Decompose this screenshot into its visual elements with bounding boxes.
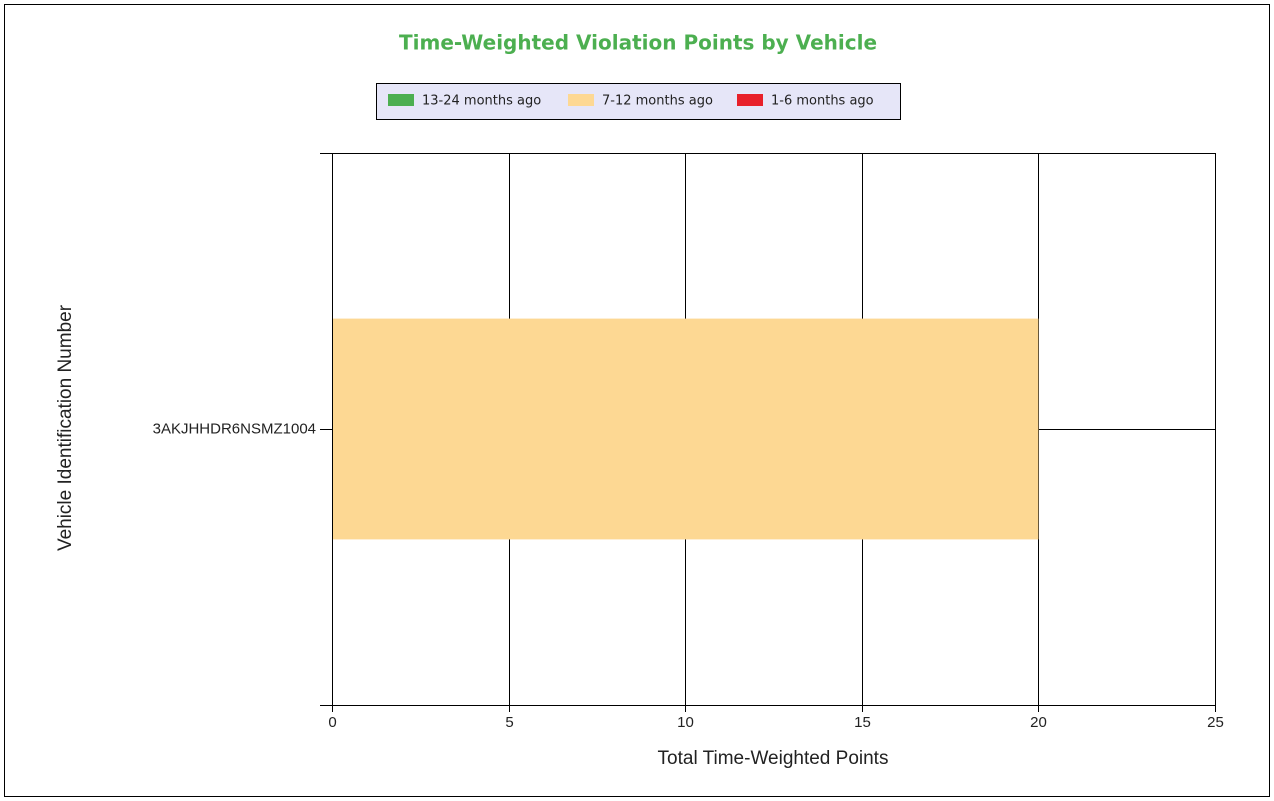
x-tick-label: 5	[505, 714, 513, 731]
legend-swatch	[388, 94, 414, 106]
x-tick-label: 15	[854, 714, 871, 731]
y-axis-label: Vehicle Identification Number	[55, 304, 76, 551]
x-axis-label: Total Time-Weighted Points	[658, 748, 889, 769]
chart-title: Time-Weighted Violation Points by Vehicl…	[399, 31, 877, 55]
x-tick-label: 0	[328, 714, 336, 731]
x-tick-label: 25	[1207, 714, 1224, 731]
legend	[376, 83, 901, 120]
x-tick-label: 10	[677, 714, 694, 731]
legend-label: 13-24 months ago	[422, 94, 541, 109]
legend-label: 1-6 months ago	[771, 94, 874, 109]
legend-swatch	[737, 94, 763, 106]
legend-swatch	[568, 94, 594, 106]
bar-segment	[332, 318, 1039, 540]
x-tick-label: 20	[1030, 714, 1047, 731]
y-tick-label: 3AKJHHDR6NSMZ1004	[153, 420, 316, 437]
legend-label: 7-12 months ago	[602, 94, 713, 109]
